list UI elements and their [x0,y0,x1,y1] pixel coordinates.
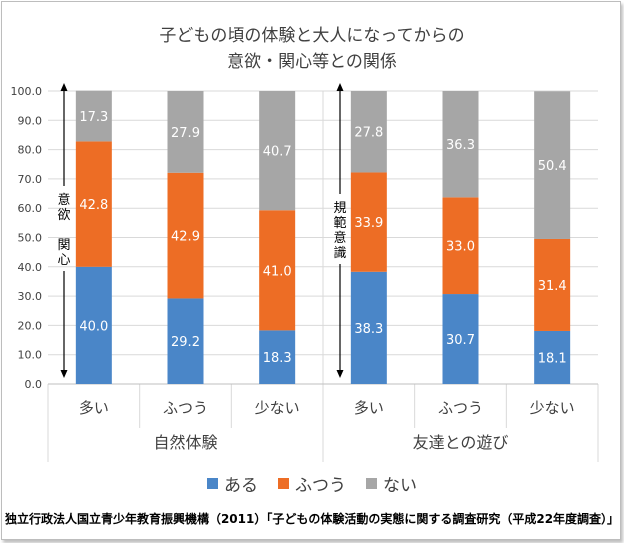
data-label: 18.3 [263,351,292,366]
annotation-left-arrow-head-up [60,83,68,91]
data-label: 36.3 [446,138,475,153]
bar-segment-futsuu [442,197,479,295]
y-tick-label: 40.0 [18,261,43,274]
annotation-right-arrow-head-up [336,83,344,91]
bar-segment-futsuu [350,172,387,272]
x-category-label: 多い [79,399,109,417]
x-group-label: 友達との遊び [413,433,509,452]
legend-label-futsuu: ふつう [295,476,346,496]
data-label: 18.1 [538,351,567,366]
legend-label-nai: ない [383,476,417,496]
bar-segment-aru [534,330,571,384]
data-label: 50.4 [538,159,567,174]
bar-segment-futsuu [534,238,571,331]
y-tick-label: 70.0 [18,173,43,186]
y-tick-label: 50.0 [18,232,43,245]
data-label: 30.7 [446,333,475,348]
annotation-left-char: 意 [57,192,70,208]
y-tick-label: 30.0 [18,290,43,303]
bar-segment-nai [534,91,571,239]
y-tick-label: 10.0 [18,349,43,362]
data-label: 33.9 [354,216,383,231]
x-group-label: 自然体験 [153,433,217,452]
y-tick-label: 100.0 [11,85,43,98]
legend-item-aru: ある [207,471,258,496]
data-label: 42.9 [171,230,200,245]
bar-segment-aru [167,298,204,384]
annotation-left-char: 心 [57,253,70,268]
data-label: 40.7 [263,145,292,160]
stacked-bar-chart: 0.0 10.0 20.0 30.0 40.0 50.0 60.0 70.0 80.0 90.0 1… [11,83,599,462]
annotation-left-char: 関 [57,238,70,253]
bar-segment-nai [167,91,204,173]
x-category-label: 少ない [255,399,300,417]
x-category-label: ふつう [438,399,483,417]
source-note: 独立行政法人国立青少年教育振興機構（2011）「子どもの体験活動の実態に関する調… [4,512,620,526]
data-label: 17.3 [79,110,108,125]
legend-swatch-aru [207,478,218,489]
data-label: 31.4 [538,279,567,294]
chart-title-line-2: 意欲・関心等との関係 [227,52,397,72]
annotation-right-char: 範 [333,216,346,231]
annotation-right-char: 識 [333,246,346,261]
bar-segment-futsuu [75,141,112,267]
bar-segment-futsuu [259,210,296,331]
y-tick-label: 20.0 [18,319,43,332]
bar-segment-aru [442,294,479,384]
data-label: 33.0 [446,240,475,255]
y-tick-label: 80.0 [18,144,43,157]
y-tick-label: 60.0 [18,202,43,215]
bar-segment-nai [259,91,296,211]
chart-legend: ある ふつう ない [0,471,624,496]
data-label: 40.0 [79,319,108,334]
data-label: 29.2 [171,335,200,350]
data-label: 27.9 [171,126,200,141]
bar-segment-aru [75,266,112,384]
legend-swatch-futsuu [278,478,289,489]
data-label: 38.3 [354,322,383,337]
x-category-label: 少ない [530,399,575,417]
annotation-left-arrow-head-down [60,370,68,378]
legend-swatch-nai [366,478,377,489]
data-label: 27.8 [354,126,383,141]
legend-label-aru: ある [224,476,258,496]
legend-item-nai: ない [366,471,417,496]
data-label: 42.8 [79,198,108,213]
bar-segment-futsuu [167,172,204,299]
annotation-right-char: 意 [333,230,346,246]
bar-segment-nai [350,91,387,173]
data-label: 41.0 [263,264,292,279]
x-category-label: ふつう [163,399,208,417]
bar-segment-nai [442,91,479,198]
chart-title-line-1: 子どもの頃の体験と大人になってからの [159,26,465,46]
y-tick-label: 0.0 [25,378,43,391]
annotation-left-char: 欲 [57,207,70,223]
x-category-label: 多い [354,399,384,417]
annotation-right-arrow-head-down [336,370,344,378]
y-tick-label: 90.0 [18,114,43,127]
legend-item-futsuu: ふつう [278,471,346,496]
bar-segment-aru [350,271,387,384]
bar-segment-aru [259,330,296,384]
bar-segment-nai [75,90,112,142]
annotation-right-char: 規 [333,201,346,216]
